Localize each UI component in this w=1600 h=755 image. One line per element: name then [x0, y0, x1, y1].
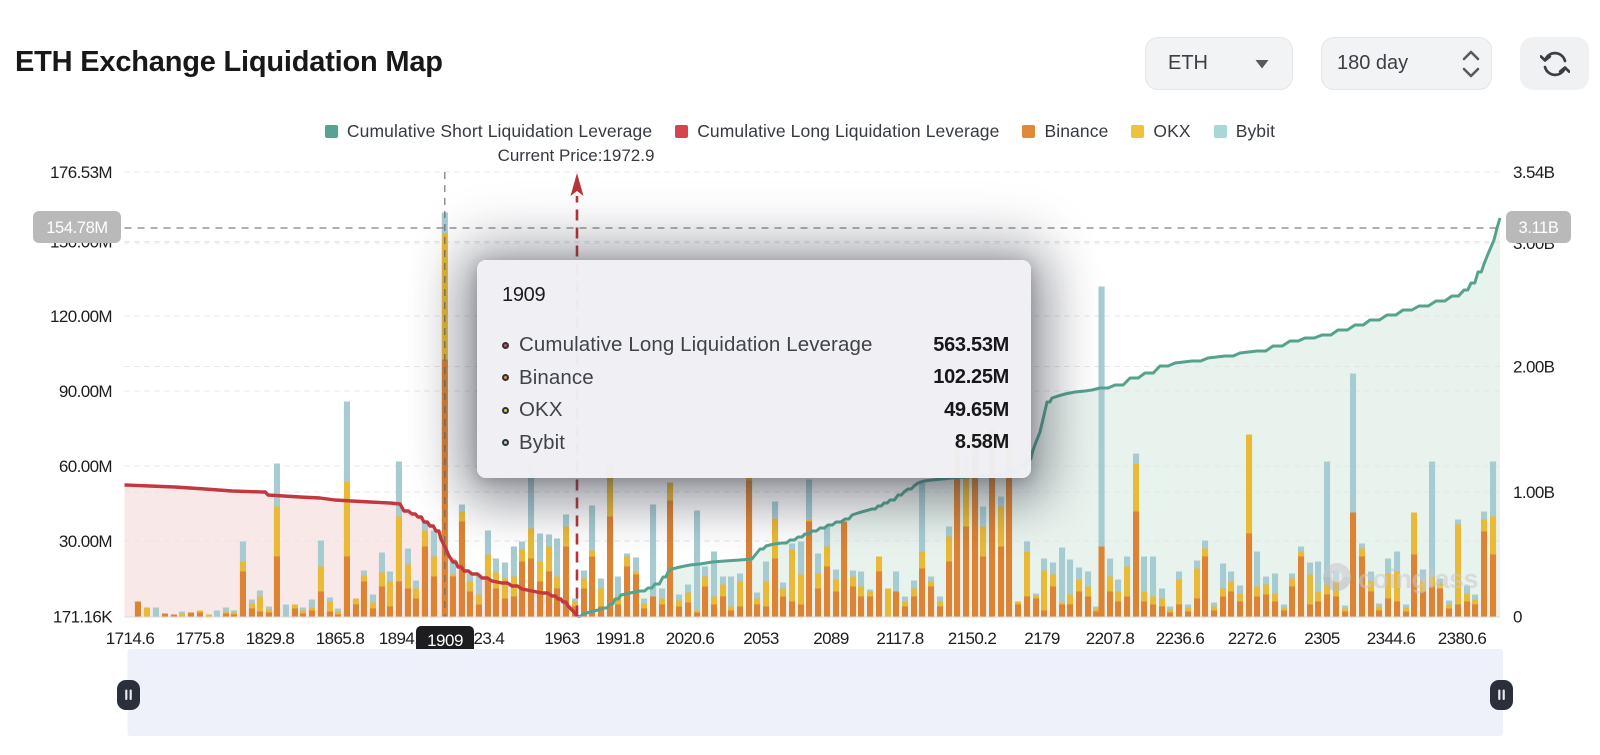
svg-text:120.00M: 120.00M	[50, 307, 112, 326]
svg-text:1.00B: 1.00B	[1513, 483, 1555, 502]
svg-text:2236.6: 2236.6	[1156, 629, 1205, 648]
svg-text:154.78M: 154.78M	[46, 219, 107, 237]
svg-text:3.11B: 3.11B	[1519, 219, 1559, 237]
svg-text:1963: 1963	[544, 629, 580, 648]
svg-text:0: 0	[1513, 608, 1522, 627]
svg-text:1829.8: 1829.8	[246, 629, 295, 648]
svg-text:coinglass: coinglass	[1358, 564, 1478, 594]
svg-text:1714.6: 1714.6	[106, 629, 155, 648]
svg-text:2053: 2053	[743, 629, 779, 648]
svg-text:1991.8: 1991.8	[596, 629, 645, 648]
svg-text:2344.6: 2344.6	[1367, 629, 1416, 648]
svg-text:2117.8: 2117.8	[876, 629, 923, 648]
svg-text:171.16K: 171.16K	[53, 608, 113, 627]
svg-text:2380.6: 2380.6	[1438, 629, 1487, 648]
svg-text:3.54B: 3.54B	[1513, 163, 1555, 182]
svg-text:1894.6: 1894.6	[379, 629, 428, 648]
svg-text:2272.6: 2272.6	[1228, 629, 1277, 648]
svg-text:2020.6: 2020.6	[666, 629, 715, 648]
svg-text:2305: 2305	[1304, 629, 1340, 648]
svg-text:1909: 1909	[427, 631, 463, 650]
svg-text:2179: 2179	[1024, 629, 1060, 648]
svg-text:60.00M: 60.00M	[59, 457, 112, 476]
svg-text:2207.8: 2207.8	[1086, 629, 1135, 648]
svg-text:2.00B: 2.00B	[1513, 358, 1555, 377]
svg-text:176.53M: 176.53M	[50, 163, 112, 182]
svg-text:90.00M: 90.00M	[59, 382, 112, 401]
svg-text:2150.2: 2150.2	[948, 629, 997, 648]
svg-text:2089: 2089	[813, 629, 849, 648]
svg-text:30.00M: 30.00M	[59, 532, 112, 551]
svg-text:1775.8: 1775.8	[176, 629, 225, 648]
svg-text:1865.8: 1865.8	[316, 629, 365, 648]
